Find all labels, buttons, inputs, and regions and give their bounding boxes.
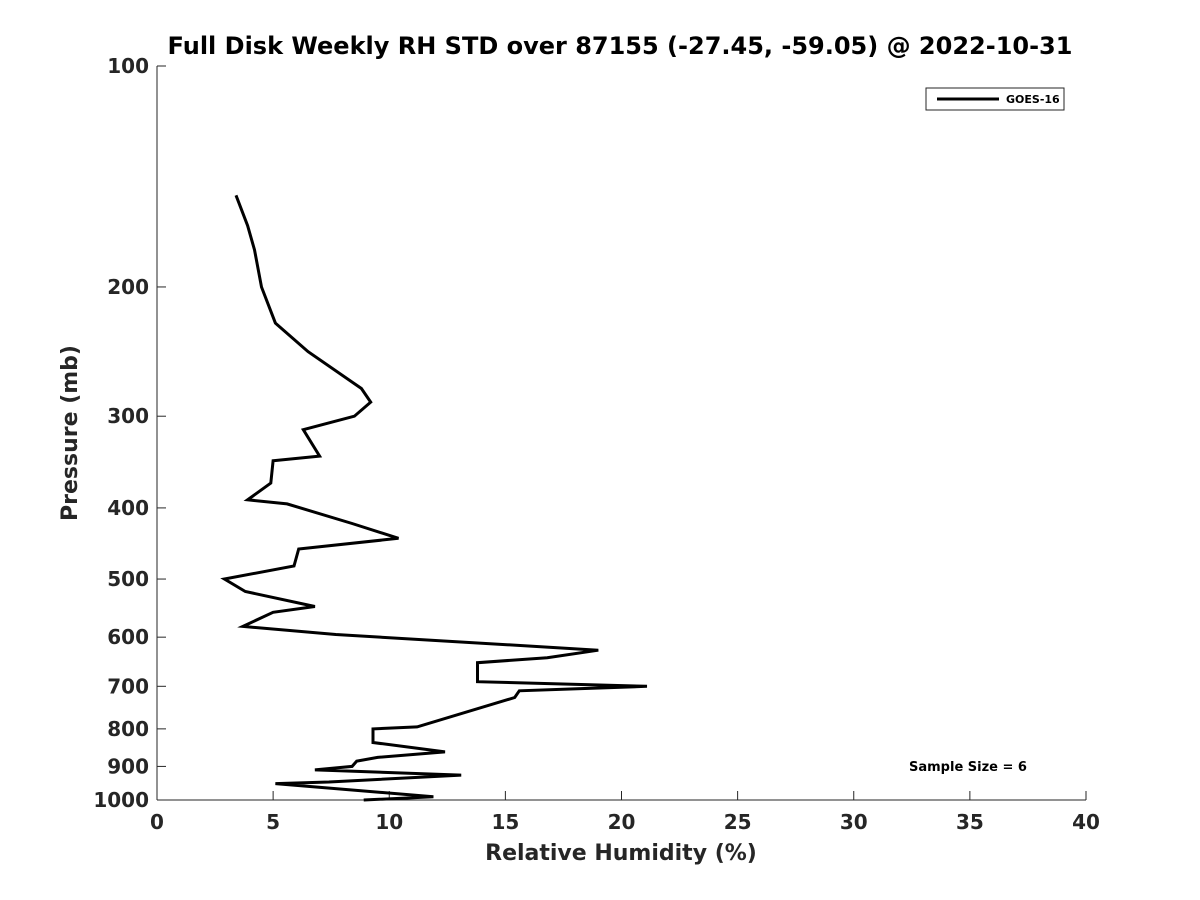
y-tick-label: 300 xyxy=(107,404,149,428)
x-tick-label: 35 xyxy=(956,810,984,834)
x-tick-label: 0 xyxy=(150,810,164,834)
y-tick-label: 100 xyxy=(107,54,149,78)
axes-frame xyxy=(156,66,1086,801)
y-tick-label: 700 xyxy=(107,674,149,698)
sample-size-annotation: Sample Size = 6 xyxy=(909,760,1027,775)
y-axis-label: Pressure (mb) xyxy=(58,345,83,521)
series-layer xyxy=(220,194,648,802)
y-tick-label: 500 xyxy=(107,567,149,591)
legend-label-goes16: GOES-16 xyxy=(1006,93,1060,106)
x-tick-label: 30 xyxy=(840,810,868,834)
x-tick-label: 15 xyxy=(491,810,519,834)
x-tick-label: 40 xyxy=(1072,810,1100,834)
y-tick-label: 200 xyxy=(107,275,149,299)
x-tick-label: 20 xyxy=(608,810,636,834)
x-tick-label: 5 xyxy=(266,810,280,834)
x-ticks: 0 5 10 15 20 25 30 35 40 xyxy=(150,791,1100,834)
x-tick-label: 25 xyxy=(724,810,752,834)
x-axis-label: Relative Humidity (%) xyxy=(485,841,757,866)
series-line-goes-16 xyxy=(220,194,648,802)
y-tick-label: 900 xyxy=(107,754,149,778)
y-tick-label: 1000 xyxy=(93,788,149,812)
legend: GOES-16 xyxy=(925,87,1065,111)
y-tick-label: 800 xyxy=(107,717,149,741)
y-tick-label: 400 xyxy=(107,496,149,520)
y-tick-label: 600 xyxy=(107,625,149,649)
chart-title: Full Disk Weekly RH STD over 87155 (-27.… xyxy=(168,32,1073,60)
y-ticks: 100 200 300 400 500 600 700 800 900 1000 xyxy=(93,54,166,812)
x-tick-label: 10 xyxy=(375,810,403,834)
